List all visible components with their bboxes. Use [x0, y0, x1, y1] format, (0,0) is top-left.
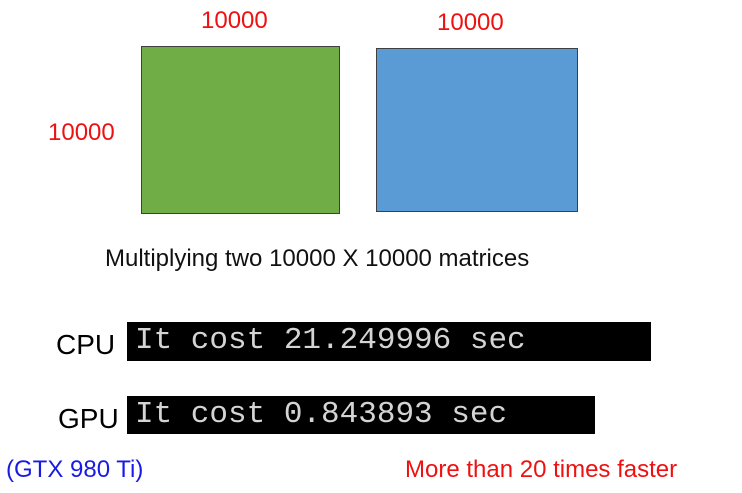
gpu-label: GPU [58, 403, 119, 434]
matrix-a-block [141, 46, 340, 214]
matrix-a-width-label: 10000 [201, 7, 268, 34]
operation-caption: Multiplying two 10000 X 10000 matrices [105, 245, 530, 272]
cpu-terminal-output: It cost 21.249996 sec [127, 322, 651, 361]
cpu-label: CPU [56, 329, 116, 360]
speedup-note: More than 20 times faster [405, 456, 678, 483]
matrix-b-block [376, 48, 578, 212]
matrix-b-width-label: 10000 [437, 9, 504, 36]
matrix-a-height-label: 10000 [48, 119, 115, 146]
gpu-terminal-output: It cost 0.843893 sec [127, 396, 595, 434]
gpu-model-label: (GTX 980 Ti) [6, 456, 144, 483]
